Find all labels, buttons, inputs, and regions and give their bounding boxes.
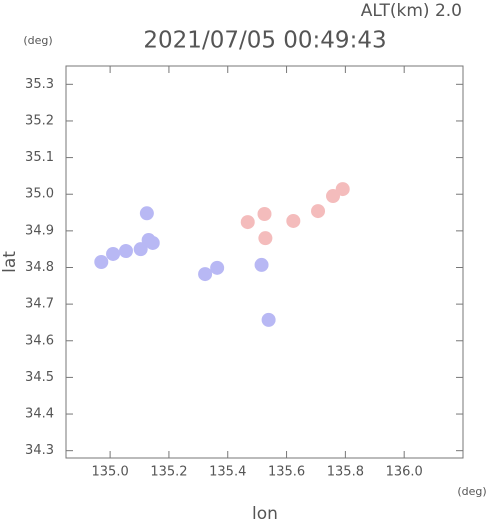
x-unit: (deg) xyxy=(457,485,486,498)
x-tick-label: 135.0 xyxy=(92,465,129,480)
y-tick-label: 34.4 xyxy=(25,407,54,422)
echo-point xyxy=(254,257,269,272)
x-axis-label: lon xyxy=(252,504,278,521)
echo-point xyxy=(257,207,272,222)
echo-point xyxy=(258,231,273,246)
echo-point xyxy=(326,189,341,204)
echo-point xyxy=(118,244,133,259)
echo-point xyxy=(286,213,301,228)
y-axis-label: lat xyxy=(0,251,20,273)
x-tick-label: 136.0 xyxy=(386,465,423,480)
y-tick-label: 34.9 xyxy=(25,223,54,238)
echo-point xyxy=(139,206,154,221)
echo-point xyxy=(311,204,326,219)
chart-subtitle: ALT(km) 2.0 xyxy=(361,1,462,21)
y-tick-label: 34.6 xyxy=(25,333,54,348)
y-tick-label: 34.8 xyxy=(25,260,54,275)
x-tick-label: 135.6 xyxy=(268,465,305,480)
echo-point xyxy=(106,246,121,261)
y-tick-label: 34.5 xyxy=(25,370,54,385)
y-tick-label: 35.2 xyxy=(25,113,54,128)
plot-frame xyxy=(65,65,464,459)
echo-point xyxy=(198,267,213,282)
echo-point xyxy=(210,260,225,275)
x-tick-label: 135.2 xyxy=(150,465,187,480)
y-tick-label: 34.7 xyxy=(25,297,54,312)
y-unit: (deg) xyxy=(23,34,52,47)
x-tick-label: 135.8 xyxy=(327,465,364,480)
y-tick-label: 34.3 xyxy=(25,443,54,458)
echo-point xyxy=(133,242,148,257)
chart-title: 2021/07/05 00:49:43 xyxy=(143,28,386,54)
x-tick-label: 135.4 xyxy=(209,465,246,480)
y-tick-label: 35.0 xyxy=(25,187,54,202)
y-tick-label: 35.1 xyxy=(25,150,54,165)
echo-point xyxy=(94,255,109,269)
echo-point xyxy=(240,215,255,230)
echo-point xyxy=(335,182,350,197)
echo-point xyxy=(261,312,276,327)
y-tick-label: 35.3 xyxy=(25,77,54,92)
echo-point xyxy=(145,235,160,250)
